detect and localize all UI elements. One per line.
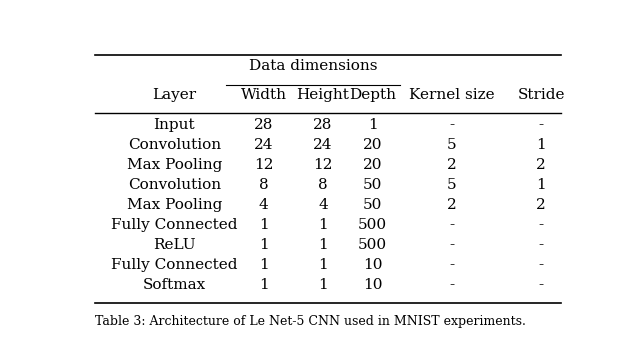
Text: -: - — [539, 258, 544, 272]
Text: 1: 1 — [259, 238, 268, 252]
Text: 1: 1 — [318, 258, 328, 272]
Text: -: - — [449, 118, 454, 132]
Text: 1: 1 — [536, 138, 546, 152]
Text: 20: 20 — [363, 158, 382, 172]
Text: 5: 5 — [447, 178, 457, 192]
Text: Convolution: Convolution — [127, 178, 221, 192]
Text: 500: 500 — [358, 238, 387, 252]
Text: 5: 5 — [447, 138, 457, 152]
Text: Max Pooling: Max Pooling — [127, 158, 222, 172]
Text: 2: 2 — [447, 198, 457, 212]
Text: -: - — [539, 218, 544, 232]
Text: 20: 20 — [363, 138, 382, 152]
Text: -: - — [539, 118, 544, 132]
Text: 24: 24 — [314, 138, 333, 152]
Text: 1: 1 — [259, 258, 268, 272]
Text: 12: 12 — [314, 158, 333, 172]
Text: Width: Width — [241, 88, 287, 102]
Text: 500: 500 — [358, 218, 387, 232]
Text: -: - — [449, 218, 454, 232]
Text: Convolution: Convolution — [127, 138, 221, 152]
Text: 24: 24 — [254, 138, 273, 152]
Text: Fully Connected: Fully Connected — [111, 218, 237, 232]
Text: 50: 50 — [363, 198, 382, 212]
Text: 28: 28 — [254, 118, 273, 132]
Text: ReLU: ReLU — [153, 238, 196, 252]
Text: Softmax: Softmax — [143, 278, 206, 292]
Text: 1: 1 — [259, 278, 268, 292]
Text: 2: 2 — [447, 158, 457, 172]
Text: Kernel size: Kernel size — [409, 88, 495, 102]
Text: -: - — [539, 278, 544, 292]
Text: Height: Height — [296, 88, 349, 102]
Text: 8: 8 — [318, 178, 328, 192]
Text: 50: 50 — [363, 178, 382, 192]
Text: -: - — [449, 258, 454, 272]
Text: -: - — [449, 278, 454, 292]
Text: 4: 4 — [318, 198, 328, 212]
Text: Max Pooling: Max Pooling — [127, 198, 222, 212]
Text: 4: 4 — [259, 198, 268, 212]
Text: 1: 1 — [318, 238, 328, 252]
Text: 28: 28 — [314, 118, 333, 132]
Text: 12: 12 — [254, 158, 273, 172]
Text: Layer: Layer — [152, 88, 196, 102]
Text: Fully Connected: Fully Connected — [111, 258, 237, 272]
Text: Depth: Depth — [349, 88, 396, 102]
Text: Stride: Stride — [518, 88, 565, 102]
Text: 1: 1 — [318, 218, 328, 232]
Text: Data dimensions: Data dimensions — [249, 59, 378, 73]
Text: 1: 1 — [368, 118, 378, 132]
Text: Table 3: Architecture of Le Net-5 CNN used in MNIST experiments.: Table 3: Architecture of Le Net-5 CNN us… — [95, 315, 525, 328]
Text: -: - — [539, 238, 544, 252]
Text: 8: 8 — [259, 178, 268, 192]
Text: -: - — [449, 238, 454, 252]
Text: 1: 1 — [318, 278, 328, 292]
Text: Input: Input — [154, 118, 195, 132]
Text: 10: 10 — [363, 258, 382, 272]
Text: 10: 10 — [363, 278, 382, 292]
Text: 2: 2 — [536, 158, 546, 172]
Text: 1: 1 — [536, 178, 546, 192]
Text: 1: 1 — [259, 218, 268, 232]
Text: 2: 2 — [536, 198, 546, 212]
